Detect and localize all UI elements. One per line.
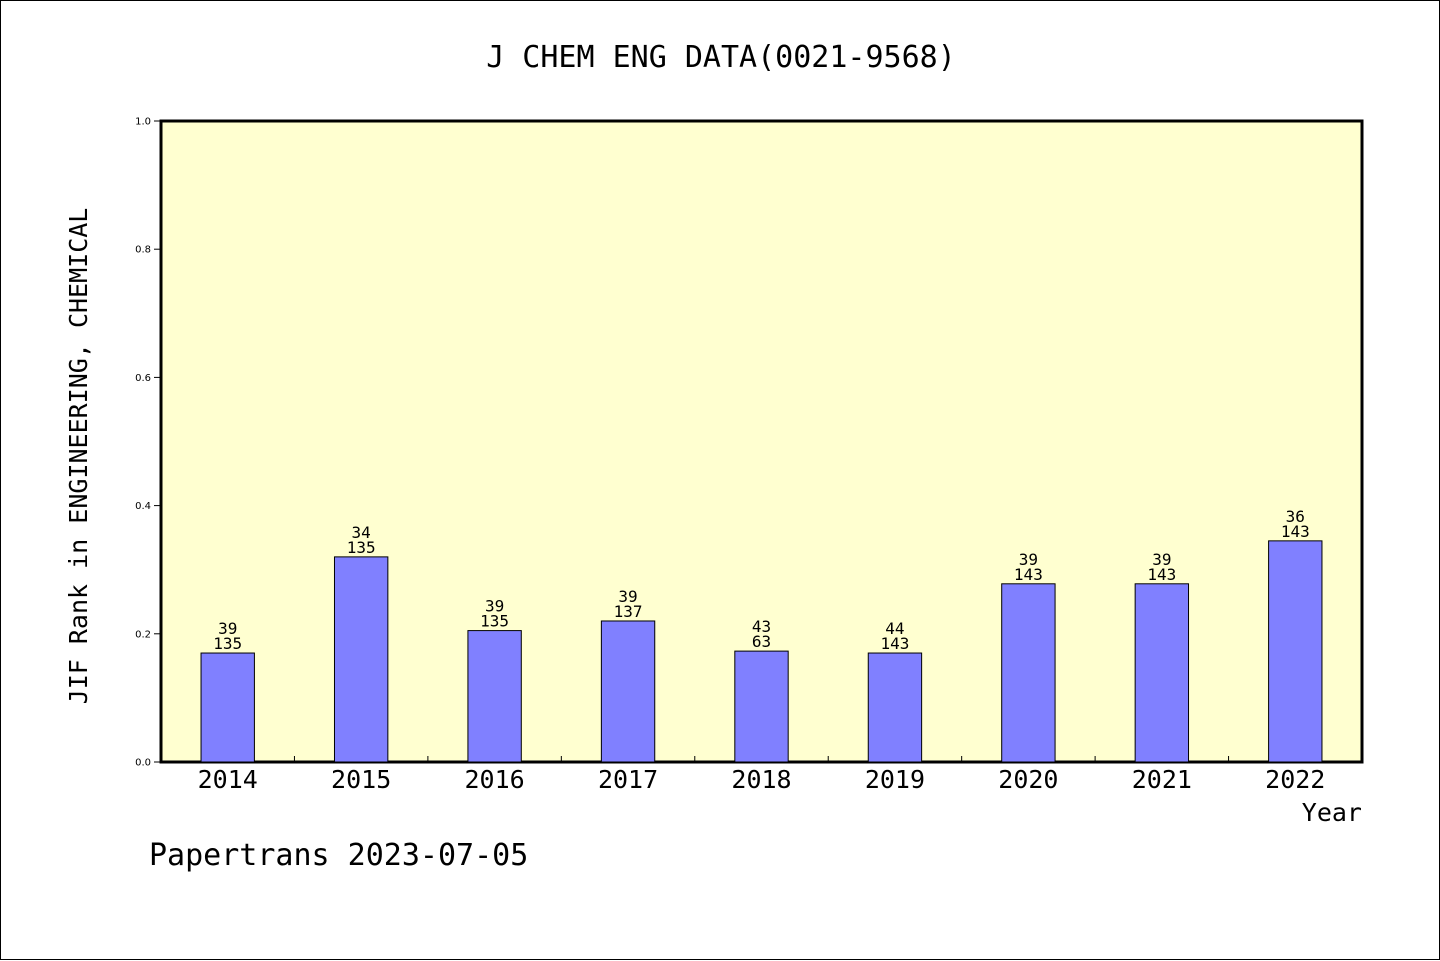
y-tick-label: 1.0: [135, 117, 151, 128]
bar-rank-label: 43: [752, 617, 771, 636]
x-tick-label: 2020: [998, 765, 1058, 794]
bar-total-label: 143: [1281, 522, 1310, 541]
bar-rank-label: 36: [1286, 507, 1305, 526]
bar-2022: [1268, 540, 1323, 763]
x-axis-label: Year: [1302, 798, 1362, 827]
bar-2019: [867, 652, 923, 763]
bar-rank-label: 34: [352, 523, 371, 542]
bar-rank-label: 39: [485, 597, 504, 616]
y-tick-label: 0.2: [135, 629, 151, 640]
bar-2021: [1134, 583, 1190, 763]
bar-labels-group: 3913534135391353913743634414339143391433…: [213, 507, 1309, 653]
bar-rank-label: 39: [1019, 550, 1038, 569]
x-tick-label: 2016: [465, 765, 525, 794]
x-tick-label: 2022: [1265, 765, 1325, 794]
y-axis-label: JIF Rank in ENGINEERING, CHEMICAL: [64, 208, 93, 705]
x-tick-label: 2015: [331, 765, 391, 794]
bar-rank-label: 44: [885, 619, 904, 638]
bar-rank-label: 39: [618, 587, 637, 606]
x-tick-label: 2017: [598, 765, 658, 794]
bar-2018: [734, 650, 789, 763]
bar-total-label: 135: [213, 634, 242, 653]
y-tick-label: 0.8: [135, 245, 151, 256]
bars-group: [200, 540, 1323, 763]
y-tick-label: 0.0: [135, 758, 151, 769]
bar-total-label: 137: [614, 602, 643, 621]
bar-rank-label: 39: [218, 619, 237, 638]
bar-total-label: 143: [1014, 565, 1043, 584]
bar-total-label: 135: [480, 612, 509, 631]
bar-2014: [200, 652, 255, 763]
bar-2015: [333, 556, 389, 763]
bar-total-label: 143: [1147, 565, 1176, 584]
x-axis-ticks: 2014 2015 2016 2017 2018 2019 2020 2021 2022: [198, 756, 1325, 794]
bar-2016: [467, 630, 522, 763]
bar-total-label: 143: [880, 634, 909, 653]
bar-rank-label: 39: [1152, 550, 1171, 569]
footer-credit: Papertrans 2023-07-05: [149, 838, 528, 873]
bar-total-label: 135: [347, 538, 376, 557]
y-axis-ticks: 0.0 0.2 0.4 0.6 0.8 1.0: [135, 117, 161, 769]
x-tick-label: 2014: [198, 765, 258, 794]
x-tick-label: 2021: [1132, 765, 1192, 794]
chart-title: J CHEM ENG DATA(0021-9568): [486, 40, 956, 75]
bar-total-label: 63: [752, 632, 771, 651]
bar-2017: [600, 620, 656, 763]
x-tick-label: 2018: [731, 765, 791, 794]
y-tick-label: 0.4: [135, 501, 151, 512]
y-tick-label: 0.6: [135, 373, 151, 384]
bar-2020: [1001, 583, 1056, 763]
x-tick-label: 2019: [865, 765, 925, 794]
